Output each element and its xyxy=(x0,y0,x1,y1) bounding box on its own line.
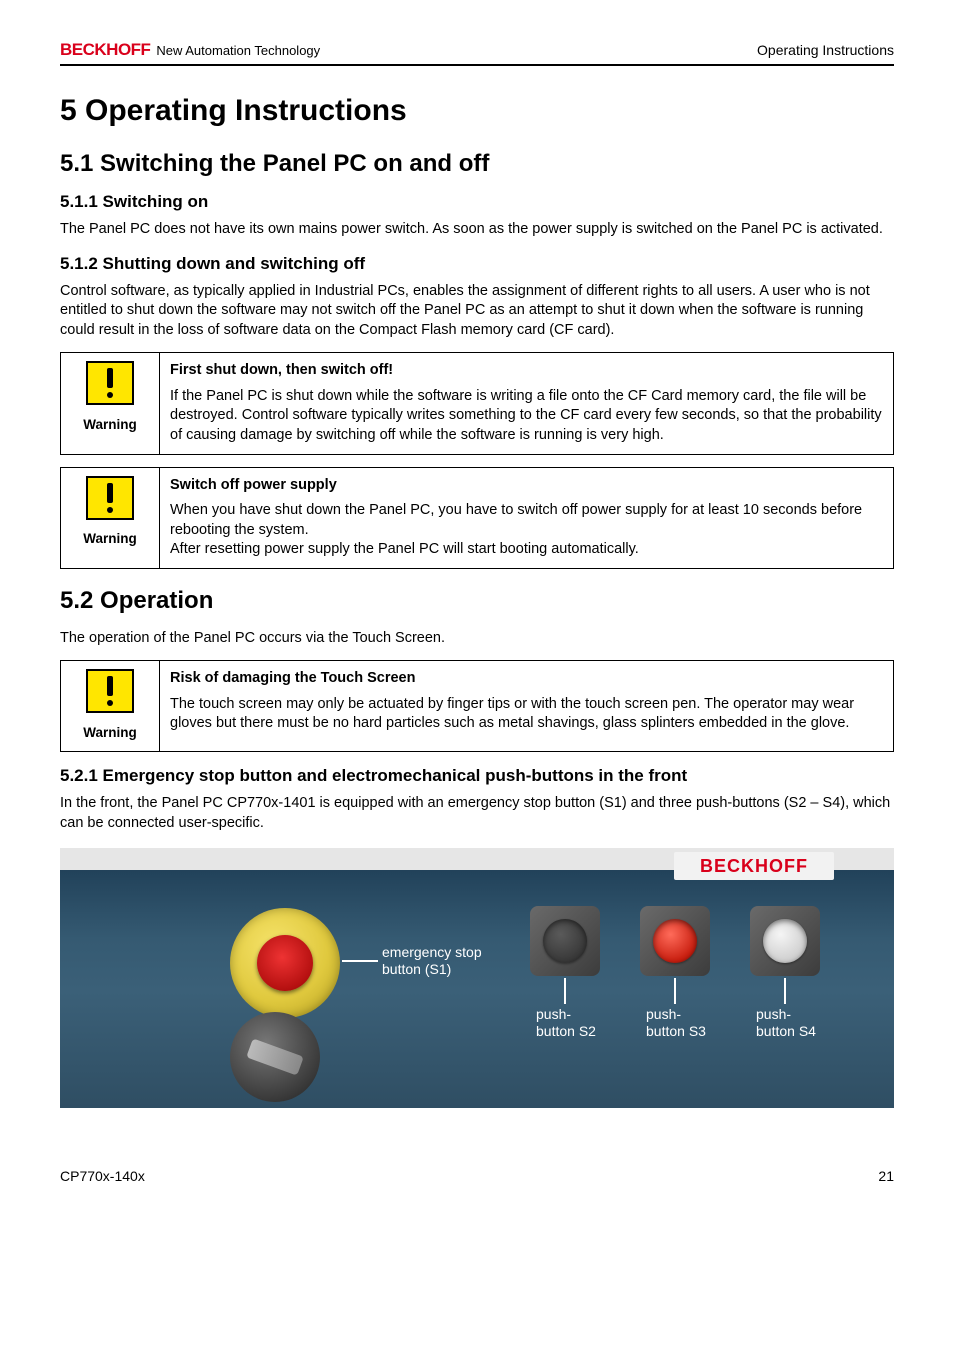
warning-1-body: If the Panel PC is shut down while the s… xyxy=(170,388,882,443)
push-button-s4 xyxy=(750,906,820,976)
sec-5-2-title: 5.2 Operation xyxy=(60,587,894,615)
sec-5-1-1-body: The Panel PC does not have its own mains… xyxy=(60,220,894,240)
warning-text-cell: Risk of damaging the Touch Screen The to… xyxy=(160,661,894,752)
warning-icon xyxy=(86,476,134,520)
warning-box-2: Warning Switch off power supply When you… xyxy=(60,467,894,569)
brand-tagline: New Automation Technology xyxy=(156,43,320,58)
pb-s4-label-l1: push- xyxy=(756,1006,791,1022)
warning-label: Warning xyxy=(83,417,137,432)
warning-2-title: Switch off power supply xyxy=(170,476,883,496)
leader-line xyxy=(342,960,378,962)
warning-icon-cell: Warning xyxy=(61,467,160,568)
warning-box-3: Warning Risk of damaging the Touch Scree… xyxy=(60,660,894,752)
sec-5-2-intro: The operation of the Panel PC occurs via… xyxy=(60,629,894,649)
warning-2-body1: When you have shut down the Panel PC, yo… xyxy=(170,502,862,538)
push-button-s3 xyxy=(640,906,710,976)
warning-text-cell: Switch off power supply When you have sh… xyxy=(160,467,894,568)
estop-label-l1: emergency stop xyxy=(382,944,482,960)
pb-s3-label: push- button S3 xyxy=(646,1006,706,1041)
pb-s3-label-l2: button S3 xyxy=(646,1023,706,1039)
warning-icon-cell: Warning xyxy=(61,353,160,454)
pb-s4-label: push- button S4 xyxy=(756,1006,816,1041)
warning-text-cell: First shut down, then switch off! If the… xyxy=(160,353,894,454)
emergency-stop-button xyxy=(230,908,340,1018)
sec-5-1-1-title: 5.1.1 Switching on xyxy=(60,192,894,212)
leader-line xyxy=(674,978,676,1004)
emergency-stop-cap xyxy=(257,935,313,991)
pb-s2-label-l2: button S2 xyxy=(536,1023,596,1039)
estop-label: emergency stop button (S1) xyxy=(382,944,482,979)
front-panel-photo: BECKHOFF emergency stop button (S1) push… xyxy=(60,848,894,1108)
warning-label: Warning xyxy=(83,531,137,546)
sec-5-2-1-title: 5.2.1 Emergency stop button and electrom… xyxy=(60,766,894,786)
pb-s2-label: push- button S2 xyxy=(536,1006,596,1041)
footer-page-number: 21 xyxy=(878,1168,894,1184)
warning-3-body: The touch screen may only be actuated by… xyxy=(170,696,854,732)
warning-2-body2: After resetting power supply the Panel P… xyxy=(170,541,639,557)
photo-beckhoff-logo: BECKHOFF xyxy=(674,852,834,880)
warning-icon xyxy=(86,361,134,405)
sec-5-1-2-body: Control software, as typically applied i… xyxy=(60,282,894,341)
sec-5-1-2-title: 5.1.2 Shutting down and switching off xyxy=(60,254,894,274)
header-chapter: Operating Instructions xyxy=(757,42,894,58)
pb-s4-label-l2: button S4 xyxy=(756,1023,816,1039)
warning-3-title: Risk of damaging the Touch Screen xyxy=(170,669,883,689)
h1-title: 5 Operating Instructions xyxy=(60,94,894,128)
footer-left: CP770x-140x xyxy=(60,1168,145,1184)
leader-line xyxy=(784,978,786,1004)
warning-label: Warning xyxy=(83,725,137,740)
leader-line xyxy=(564,978,566,1004)
warning-1-title: First shut down, then switch off! xyxy=(170,361,883,381)
pb-s3-label-l1: push- xyxy=(646,1006,681,1022)
brand-logo: BECKHOFF xyxy=(60,40,150,59)
estop-label-l2: button (S1) xyxy=(382,961,451,977)
sec-5-2-1-body: In the front, the Panel PC CP770x-1401 i… xyxy=(60,794,894,833)
push-button-s2 xyxy=(530,906,600,976)
warning-icon xyxy=(86,669,134,713)
header-rule xyxy=(60,64,894,66)
warning-box-1: Warning First shut down, then switch off… xyxy=(60,352,894,454)
warning-icon-cell: Warning xyxy=(61,661,160,752)
pb-s2-label-l1: push- xyxy=(536,1006,571,1022)
header-left: BECKHOFF New Automation Technology xyxy=(60,40,320,60)
selector-switch xyxy=(230,1012,320,1102)
sec-5-1-title: 5.1 Switching the Panel PC on and off xyxy=(60,150,894,178)
